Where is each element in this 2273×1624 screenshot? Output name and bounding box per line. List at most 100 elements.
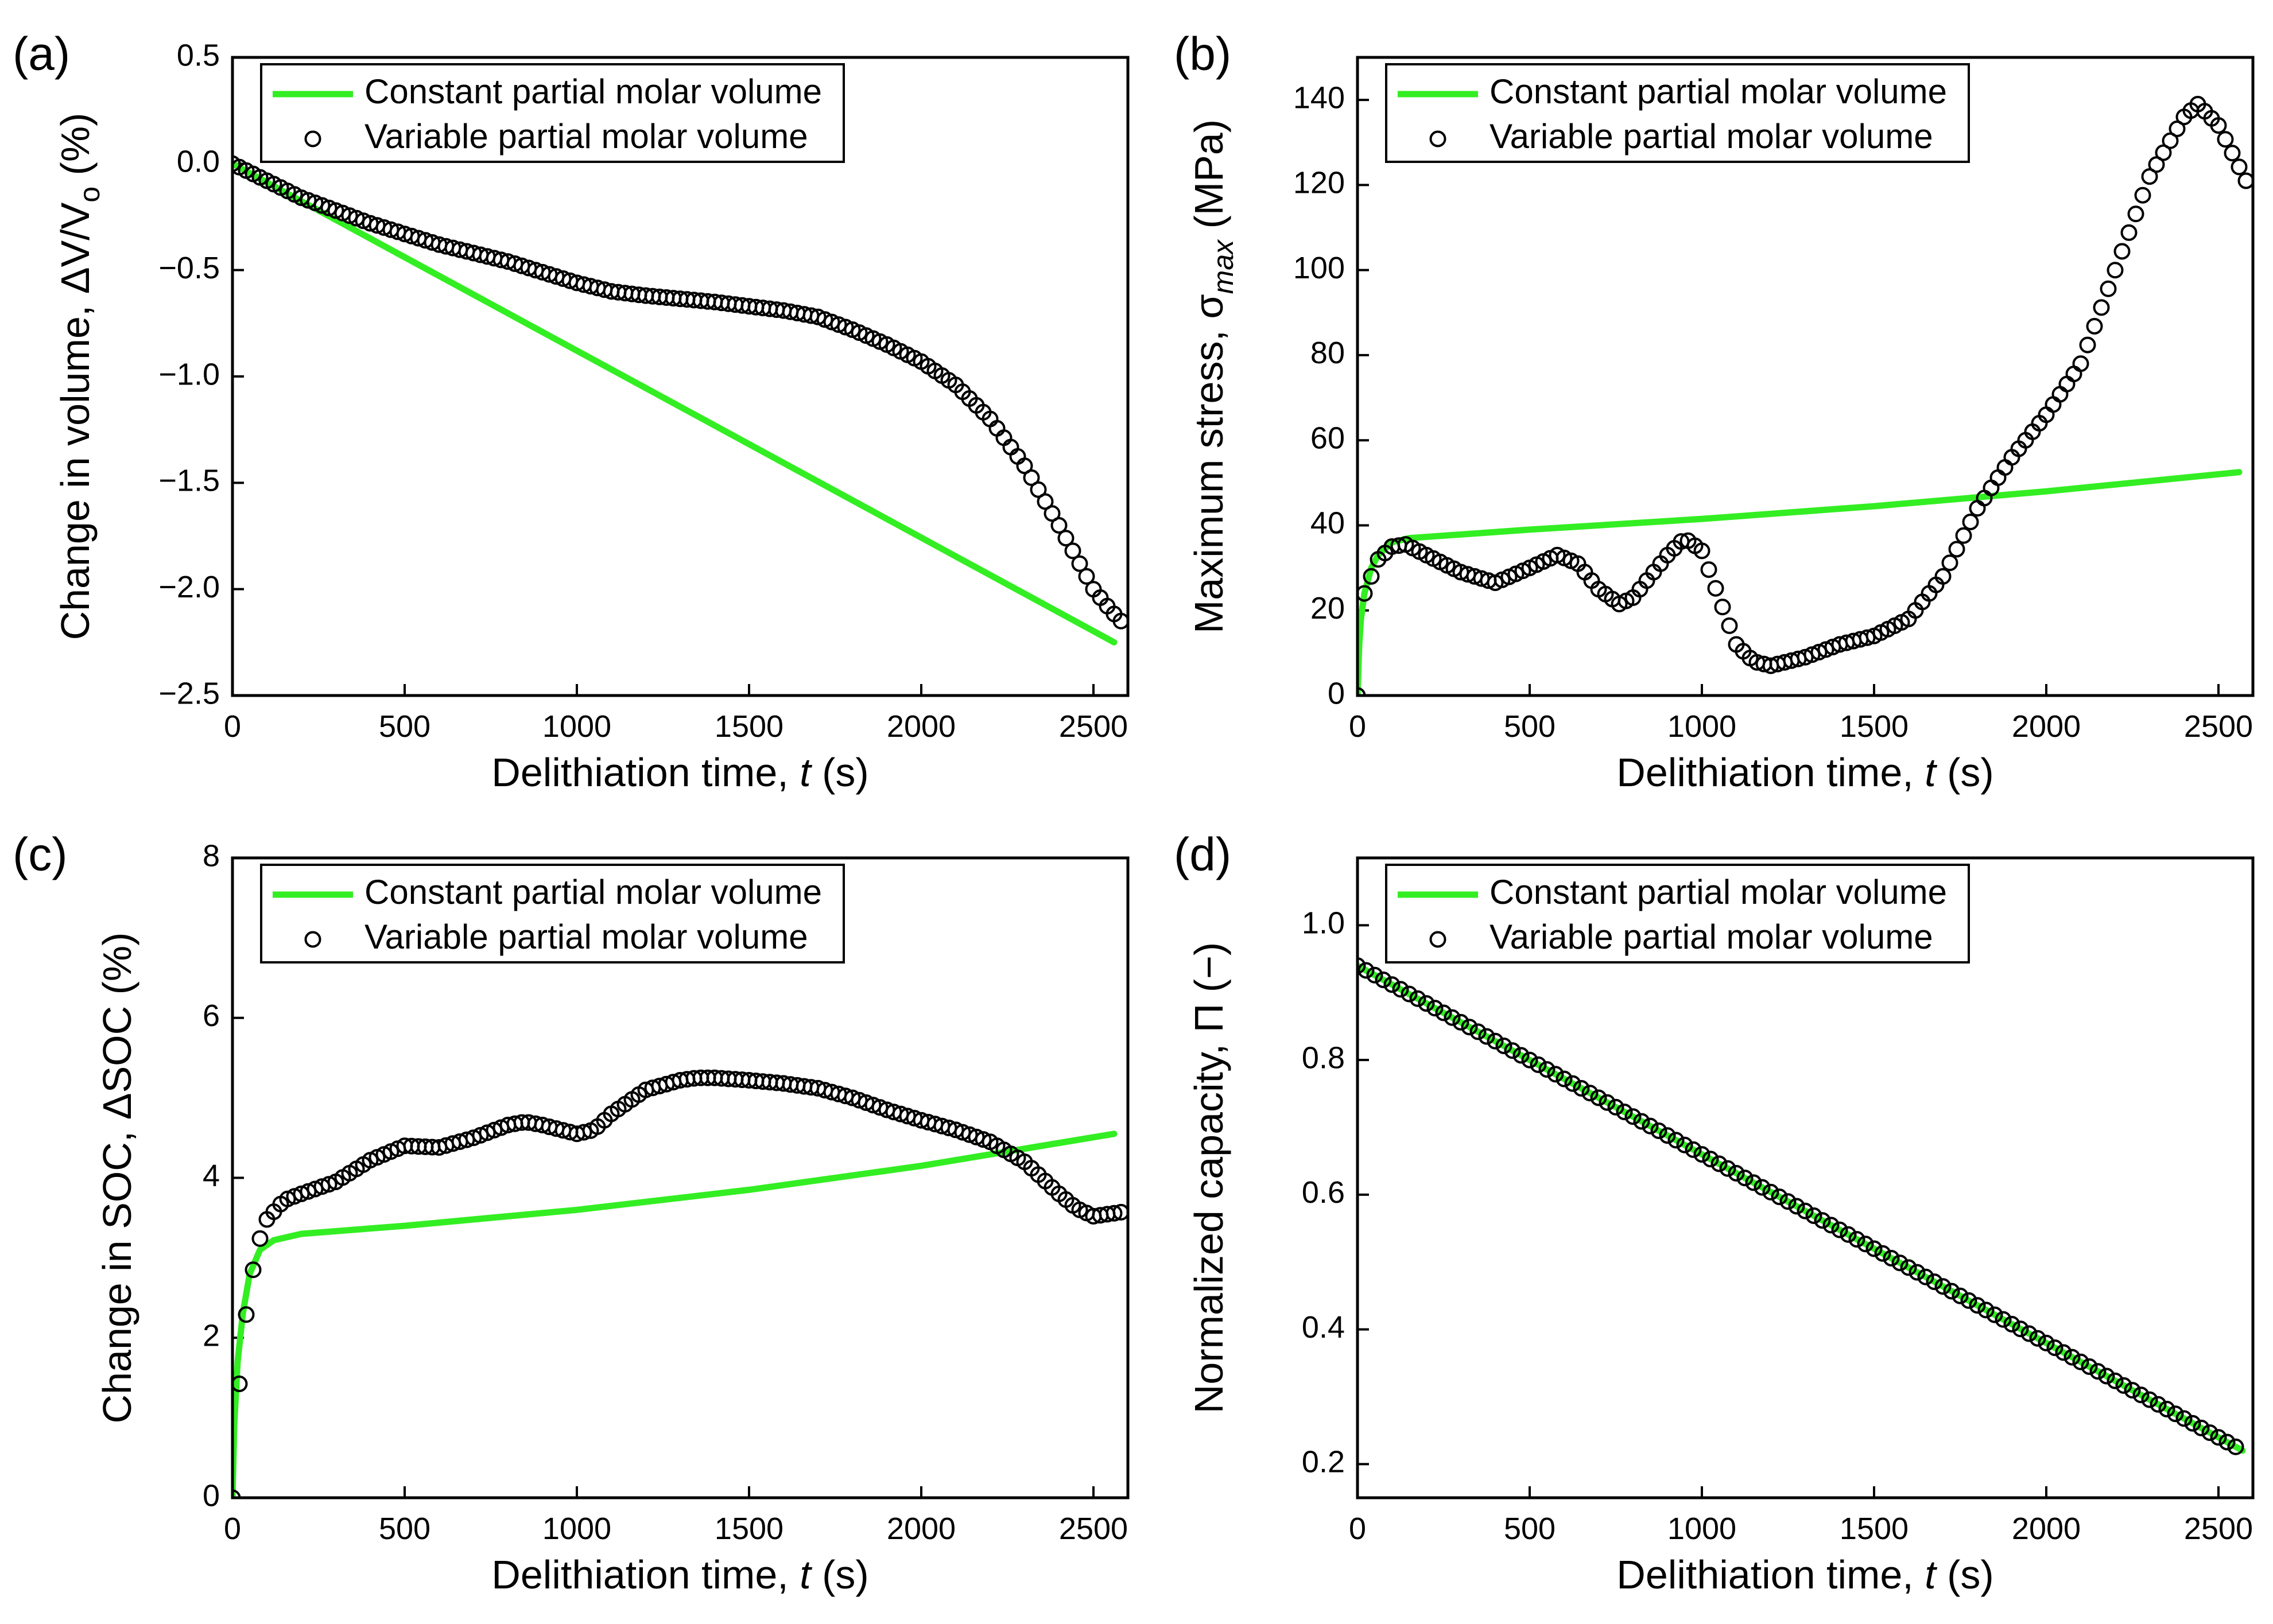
legend-constant-label: Constant partial molar volume: [364, 873, 822, 911]
series-variable-marker: [232, 1376, 248, 1392]
series-variable-marker: [1771, 1188, 1788, 1206]
series-variable-marker: [2045, 396, 2062, 413]
x-axis-label-main: Delithiation time,: [491, 750, 800, 795]
legend-box: [1385, 63, 1970, 163]
series-variable-marker: [1452, 1013, 1469, 1031]
axes-frame: [231, 56, 1130, 697]
series-variable-marker: [2201, 1424, 2218, 1442]
panel-d: (d) 0 500 1000 1500 2000 2500 0.2 0.4 0.6 0.8 1.0 De…: [1174, 829, 2255, 1597]
series-variable-marker: [2210, 117, 2227, 134]
series-variable-marker: [2115, 1377, 2132, 1394]
series-variable-marker: [1814, 1212, 1831, 1229]
y-tick-label: 0.0: [177, 145, 220, 179]
series-variable-marker: [1504, 1042, 1521, 1059]
y-tick-label: 60: [1310, 421, 1345, 455]
series-variable-marker: [1986, 1306, 2003, 1323]
series-variable-marker: [1960, 1292, 1977, 1309]
panel-b: (b) 0 500 1000 1500 2000 2500 0 20 40 60 80 100 120 14…: [1174, 28, 2255, 795]
series-variable-marker: [2079, 336, 2096, 353]
legend-box: [260, 63, 845, 163]
y-axis-label-main: Change in volume,: [53, 294, 98, 640]
series-variable-marker: [2093, 299, 2110, 316]
x-tick-label: 500: [1504, 709, 1556, 744]
series-variable-marker: [1676, 1136, 1693, 1153]
x-axis-label-main: Delithiation time,: [1616, 1552, 1925, 1597]
series-variable-marker: [1624, 1108, 1642, 1125]
legend-variable-label: Variable partial molar volume: [364, 918, 808, 956]
series-variable-marker: [1512, 1047, 1530, 1064]
series-variable-marker: [1719, 1160, 1736, 1177]
series-variable-marker: [1409, 990, 1426, 1007]
y-tick-label: 0: [1328, 676, 1345, 710]
y-tick-label: 140: [1293, 80, 1345, 115]
series-variable-marker: [1952, 1287, 1969, 1304]
series-variable-marker: [1909, 1264, 1926, 1281]
y-axis-label-subscript: max: [1207, 239, 1239, 294]
panel-label: (a): [13, 28, 70, 80]
series-variable-marker: [1996, 459, 2014, 476]
y-tick-label: −2.0: [158, 570, 220, 604]
panel-c: (c) 0 500 1000 1500 2000 2500 0 2 4 6 8 Delithiation…: [13, 829, 1130, 1597]
series-variable-marker: [1581, 1085, 1599, 1102]
y-tick-label: 8: [203, 838, 220, 873]
series-variable-marker: [1599, 1094, 1616, 1111]
series-variable-marker: [2003, 1316, 2020, 1332]
series-variable-marker: [1469, 1023, 1487, 1040]
panel-label: (c): [13, 829, 68, 881]
series-variable-marker: [1642, 1117, 1659, 1135]
legend-constant-label: Constant partial molar volume: [1490, 72, 1947, 111]
x-axis-label-symbol: t: [800, 750, 812, 795]
y-tick-label: 20: [1310, 591, 1345, 625]
series-variable-marker: [1707, 580, 1724, 597]
x-tick-label: 2500: [2184, 709, 2253, 744]
series-variable-marker: [1357, 957, 1366, 974]
x-tick-label: 0: [224, 1512, 241, 1546]
series-variable-marker: [2058, 375, 2076, 393]
series-variable-marker: [1071, 555, 1088, 572]
legend-variable-swatch: [304, 931, 321, 948]
y-axis-label-symbol: σ: [1186, 294, 1231, 318]
y-axis-label-main: Normalized capacity,: [1186, 1032, 1231, 1413]
x-tick-label: 2000: [2012, 709, 2081, 744]
series-variable-marker: [1392, 981, 1409, 998]
series-variable-marker: [1435, 1004, 1452, 1021]
x-axis-label: Delithiation time, t (s): [1616, 1552, 1993, 1597]
series-variable-marker: [1788, 1198, 1805, 1215]
legend-variable-label: Variable partial molar volume: [1490, 117, 1933, 156]
series-variable-marker: [1050, 517, 1068, 534]
series-variable-marker: [1693, 542, 1710, 560]
series-variable-marker: [1710, 1155, 1728, 1172]
plot-area: [232, 155, 1128, 646]
series-variable-marker: [1969, 1297, 1986, 1314]
series-variable-marker: [1848, 1231, 1865, 1248]
series-variable-marker: [2132, 1386, 2150, 1404]
series-variable-marker: [1037, 493, 1054, 510]
y-axis-label-main: Maximum stress,: [1186, 319, 1231, 634]
series-variable-marker: [1926, 1273, 1943, 1291]
plot-area: [232, 1069, 1128, 1498]
series-variable-marker: [2224, 145, 2241, 162]
series-variable-marker: [1650, 1122, 1667, 1139]
series-variable-marker: [1112, 612, 1128, 630]
y-axis-label-main: Change in SOC,: [95, 1120, 139, 1423]
series-variable-marker: [2141, 1391, 2158, 1408]
x-tick-label: 2500: [2184, 1512, 2253, 1546]
series-variable-marker: [1700, 561, 1717, 578]
y-tick-label: 1.0: [1302, 906, 1345, 941]
series-variable-marker: [1865, 1240, 1883, 1257]
x-tick-label: 2000: [2012, 1512, 2081, 1546]
series-variable-marker: [2020, 1325, 2038, 1342]
series-variable-marker: [1934, 568, 1952, 585]
series-variable-marker: [1702, 1151, 1719, 1168]
legend-variable-swatch: [1429, 130, 1446, 147]
x-tick-label: 0: [224, 709, 241, 744]
series-variable-marker: [1418, 995, 1435, 1012]
series-variable-marker: [1955, 527, 1972, 544]
y-tick-label: 4: [203, 1159, 220, 1193]
series-variable-marker: [245, 1261, 262, 1279]
series-variable-marker: [1822, 1217, 1840, 1234]
series-variable-marker: [2155, 144, 2172, 161]
y-tick-label: −2.5: [158, 676, 220, 710]
series-variable-marker: [2150, 1396, 2167, 1413]
